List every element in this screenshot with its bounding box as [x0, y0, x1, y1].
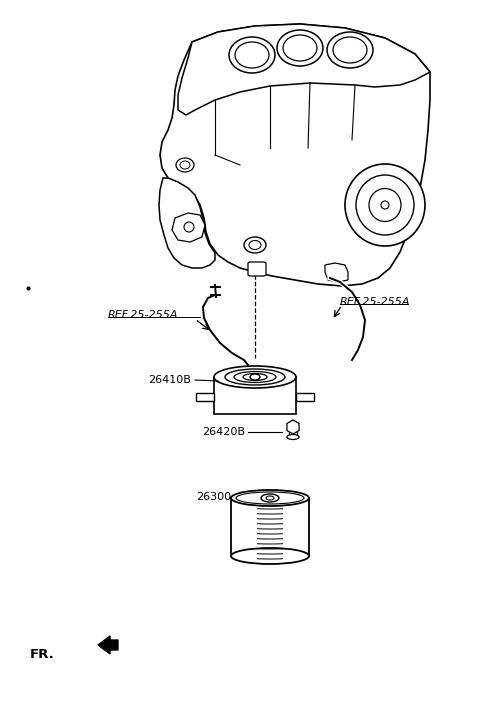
Ellipse shape	[214, 366, 296, 388]
Ellipse shape	[250, 374, 260, 380]
Polygon shape	[289, 427, 297, 437]
Ellipse shape	[369, 189, 401, 222]
Ellipse shape	[229, 37, 275, 73]
Ellipse shape	[261, 494, 279, 502]
FancyArrow shape	[98, 636, 118, 654]
Polygon shape	[214, 377, 296, 414]
Ellipse shape	[243, 373, 267, 380]
Text: 26410B: 26410B	[148, 375, 191, 385]
Ellipse shape	[266, 496, 274, 500]
Ellipse shape	[176, 158, 194, 172]
Ellipse shape	[356, 175, 414, 235]
Polygon shape	[172, 213, 205, 242]
Ellipse shape	[244, 237, 266, 253]
Polygon shape	[287, 420, 299, 434]
Ellipse shape	[345, 164, 425, 246]
Ellipse shape	[231, 548, 309, 564]
Ellipse shape	[235, 42, 269, 68]
Ellipse shape	[180, 161, 190, 169]
Polygon shape	[325, 263, 348, 282]
Ellipse shape	[277, 30, 323, 66]
Ellipse shape	[333, 37, 367, 63]
Ellipse shape	[283, 35, 317, 61]
Ellipse shape	[381, 201, 389, 209]
Ellipse shape	[231, 490, 309, 506]
Polygon shape	[196, 393, 214, 401]
Ellipse shape	[327, 32, 373, 68]
Polygon shape	[159, 178, 215, 268]
Ellipse shape	[249, 241, 261, 249]
Polygon shape	[248, 262, 266, 276]
Polygon shape	[160, 24, 430, 286]
Text: 26300: 26300	[196, 492, 231, 502]
Ellipse shape	[225, 369, 285, 385]
Text: FR.: FR.	[30, 649, 55, 661]
Polygon shape	[178, 24, 430, 115]
Text: REF.25-255A: REF.25-255A	[108, 310, 179, 320]
Ellipse shape	[287, 435, 299, 439]
Text: 26420B: 26420B	[202, 427, 245, 437]
Text: REF.25-255A: REF.25-255A	[340, 297, 410, 307]
Polygon shape	[296, 393, 314, 401]
Ellipse shape	[234, 371, 276, 383]
Ellipse shape	[184, 222, 194, 232]
